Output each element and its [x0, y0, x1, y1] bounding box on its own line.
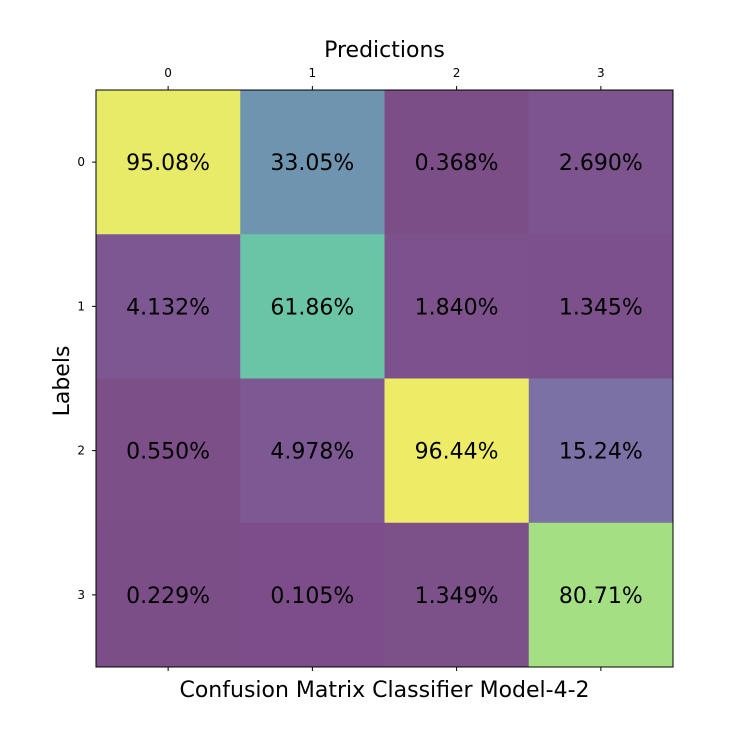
heatmap-cell-label: 96.44% [415, 440, 499, 465]
heatmap-cell-label: 15.24% [559, 440, 643, 465]
x-axis-title: Predictions [324, 38, 445, 63]
heatmap-cell [96, 378, 241, 524]
heatmap-cell [96, 522, 241, 668]
heatmap-cell [528, 90, 674, 235]
heatmap-cell-label: 0.105% [270, 584, 354, 609]
heatmap-cell [96, 90, 241, 235]
x-axis-ticks: 0 1 2 3 [164, 66, 605, 671]
heatmap-cell-label: 0.550% [126, 440, 210, 465]
heatmap-cell-label: 4.132% [126, 295, 210, 320]
heatmap-cell [240, 90, 385, 235]
heatmap-cell [384, 234, 530, 379]
x-tick-label: 1 [309, 66, 317, 80]
y-tick-label: 3 [77, 588, 85, 602]
heatmap-cell-label: 1.349% [415, 584, 499, 609]
heatmap-cell-label: 2.690% [559, 151, 643, 176]
y-tick-label: 0 [77, 155, 85, 169]
heatmap-cells [96, 90, 674, 668]
y-tick-label: 1 [77, 299, 85, 313]
heatmap-cell [240, 378, 385, 524]
heatmap-cell [240, 522, 385, 668]
heatmap-cell [528, 522, 674, 668]
heatmap-cell-label: 61.86% [270, 295, 354, 320]
y-tick-label: 2 [77, 444, 85, 458]
heatmap-cell [384, 522, 530, 668]
heatmap-cell [384, 90, 530, 235]
x-tick-label: 2 [453, 66, 461, 80]
heatmap-cell-labels: 95.08% 33.05% 0.368% 2.690% 4.132% 61.86% 1.84… [126, 151, 643, 609]
heatmap-cell-label: 0.229% [126, 584, 210, 609]
heatmap-cell [528, 378, 674, 524]
y-axis-title: Labels [50, 346, 75, 417]
heatmap-cell-label: 1.840% [415, 295, 499, 320]
heatmap-cell-label: 0.368% [415, 151, 499, 176]
heatmap-cell-label: 1.345% [559, 295, 643, 320]
heatmap-cell [240, 234, 385, 379]
heatmap-cell-label: 4.978% [270, 440, 354, 465]
plot-frame [95, 89, 674, 668]
heatmap-cell [384, 378, 530, 524]
chart-title: Confusion Matrix Classifier Model-4-2 [179, 678, 589, 703]
x-tick-label: 0 [164, 66, 172, 80]
heatmap-cell-label: 95.08% [126, 151, 210, 176]
heatmap-cell [528, 234, 674, 379]
heatmap-cell-label: 80.71% [559, 584, 643, 609]
y-axis-ticks: 0 1 2 3 [77, 155, 96, 602]
heatmap-cell [96, 234, 241, 379]
heatmap-cell-label: 33.05% [270, 151, 354, 176]
x-tick-label: 3 [597, 66, 605, 80]
